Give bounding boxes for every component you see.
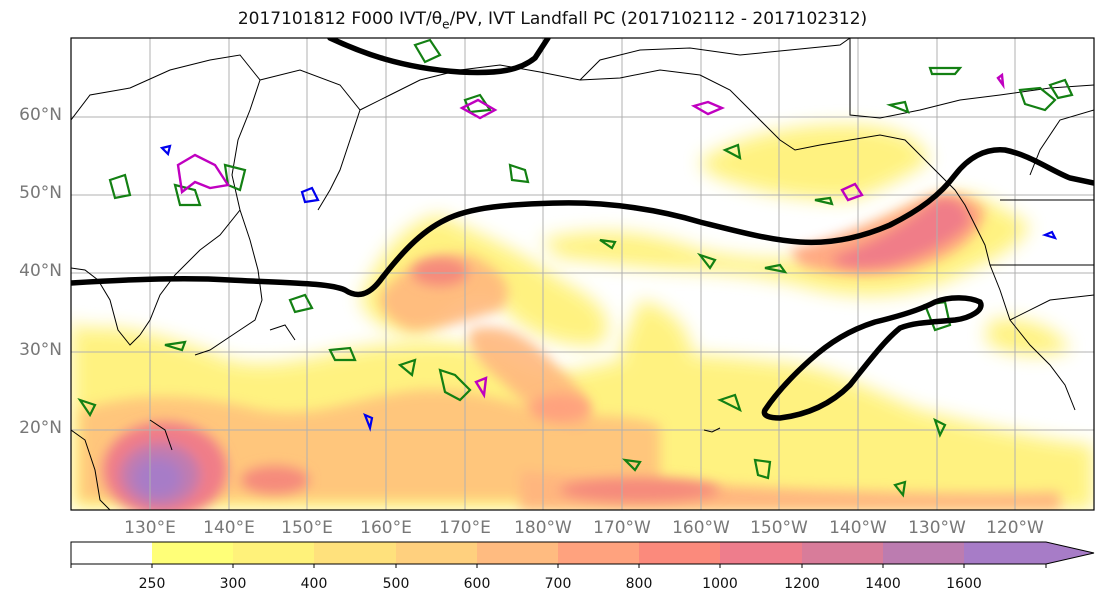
colorbar-segment: [720, 542, 802, 564]
colorbar-segment: [396, 542, 477, 564]
colorbar-tick-label: 1000: [702, 576, 738, 592]
lat-label-40n: 40°N: [19, 261, 62, 281]
lon-label-130w: 130°W: [908, 518, 966, 538]
lon-label-150e: 150°E: [281, 518, 333, 538]
colorbar-tick-label: 600: [463, 576, 491, 592]
colorbar-tick-label: 300: [219, 576, 247, 592]
colorbar-tick-label: 1200: [784, 576, 820, 592]
colorbar-segment: [71, 542, 152, 564]
lon-label-170w: 170°W: [593, 518, 651, 538]
colorbar-tick-label: 500: [382, 576, 410, 592]
lat-label-20n: 20°N: [19, 418, 62, 438]
lon-label-120w: 120°W: [986, 518, 1044, 538]
colorbar-tick-label: 800: [625, 576, 653, 592]
theta-e-contours: [71, 38, 1094, 421]
lon-label-130e: 130°E: [124, 518, 176, 538]
lat-label-60n: 60°N: [19, 105, 62, 125]
colorbar-tick-label: 700: [544, 576, 572, 592]
graticule: [71, 38, 1094, 510]
lon-label-140e: 140°E: [203, 518, 255, 538]
colorbar-tick-label: 1400: [865, 576, 901, 592]
map-frame: [70, 37, 1095, 511]
lon-label-160e: 160°E: [360, 518, 412, 538]
colorbar-segment: [558, 542, 639, 564]
lon-label-140w: 140°W: [829, 518, 887, 538]
colorbar-segment: [639, 542, 720, 564]
colorbar: [70, 541, 1095, 568]
colorbar-tick-label: 1600: [946, 576, 982, 592]
pv-contours-blue: [159, 144, 1058, 432]
figure-title: 2017101812 F000 IVT/θe/PV, IVT Landfall …: [237, 9, 868, 32]
lat-label-50n: 50°N: [19, 183, 62, 203]
colorbar-outline: [70, 541, 1095, 565]
pv-contours-green: [77, 38, 1074, 498]
colorbar-segment: [802, 542, 883, 564]
colorbar-segment: [314, 542, 396, 564]
colorbar-segment: [883, 542, 964, 564]
colorbar-segment: [233, 542, 314, 564]
lon-label-170e: 170°E: [439, 518, 491, 538]
colorbar-segment: [152, 542, 233, 564]
colorbar-segment: [477, 542, 558, 564]
lon-label-160w: 160°W: [672, 518, 730, 538]
colorbar-tick-label: 250: [138, 576, 166, 592]
ivt-shading: [71, 124, 1094, 510]
lat-label-30n: 30°N: [19, 340, 62, 360]
pv-contours-magenta: [176, 72, 1005, 399]
colorbar-tick-label: 400: [300, 576, 328, 592]
lon-label-150w: 150°W: [750, 518, 808, 538]
colorbar-extend-arrow: [964, 542, 1094, 564]
lon-label-180w: 180°W: [514, 518, 572, 538]
